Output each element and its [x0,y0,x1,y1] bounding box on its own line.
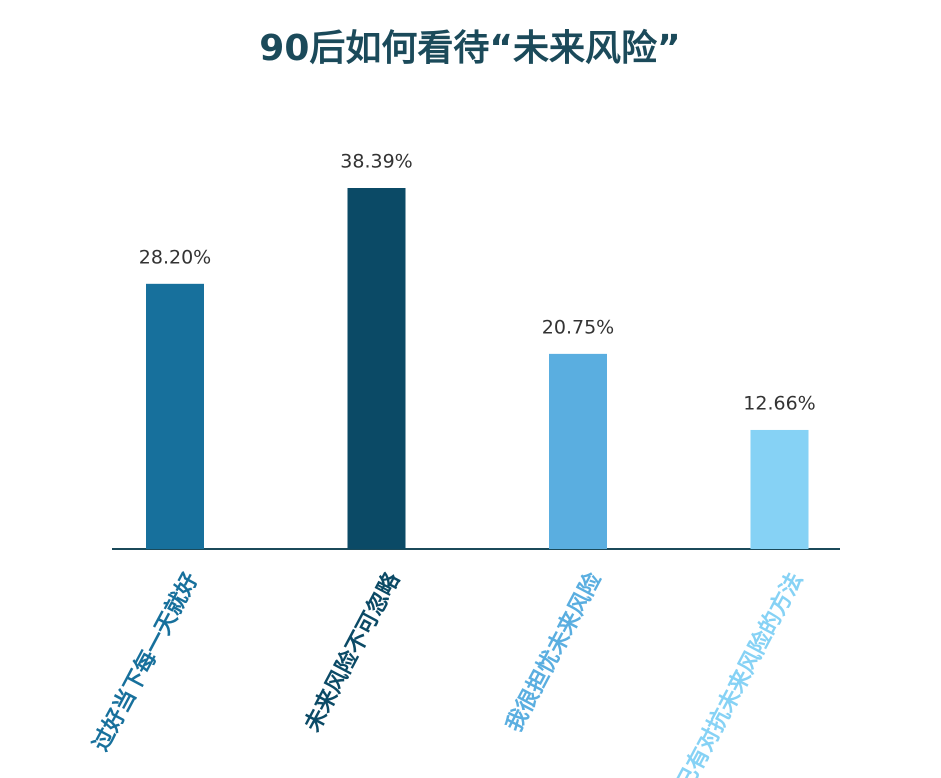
bar [347,188,406,549]
x-tick-label: 未来风险不可忽略 [300,568,406,736]
value-label: 28.20% [139,246,211,268]
bar [750,429,809,549]
chart-title: 90后如何看待“未来风险” [259,28,680,69]
value-label: 38.39% [340,151,412,173]
bar [549,353,607,549]
bar [146,283,204,549]
x-tick-label: 过好当下每一天就好 [88,568,204,755]
x-tick-label: 已有对抗未来风险的方法 [672,568,809,778]
value-label: 20.75% [542,316,614,338]
value-label: 12.66% [743,392,815,414]
x-tick-label: 我很担忧未来风险 [501,568,607,736]
